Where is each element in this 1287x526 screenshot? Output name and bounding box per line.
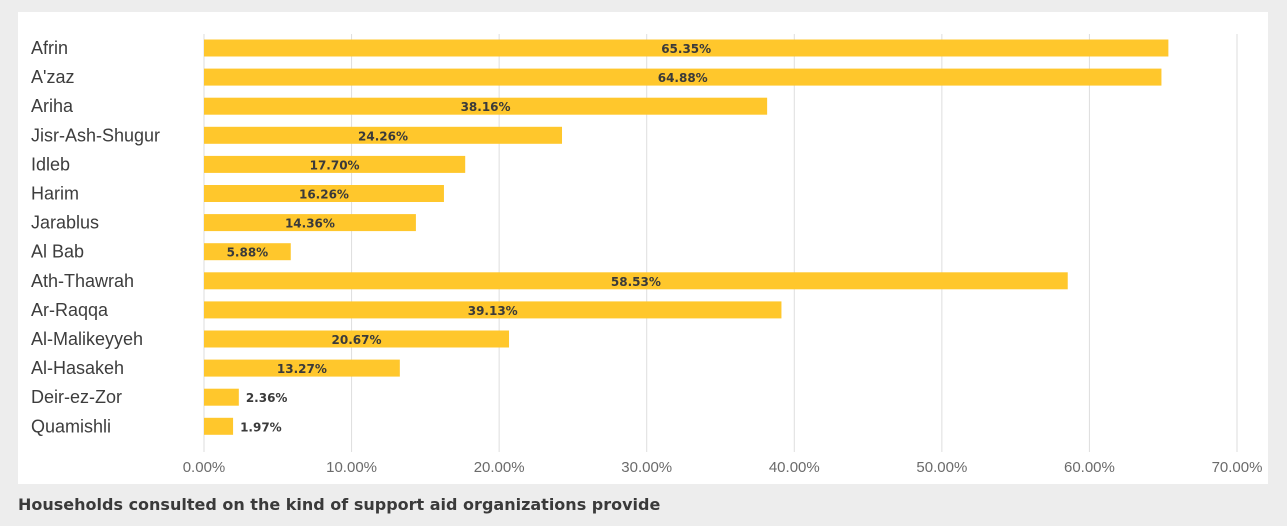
- bar: [204, 301, 782, 319]
- bar-value-label: 17.70%: [310, 158, 360, 172]
- category-label: Ath-Thawrah: [31, 271, 134, 291]
- category-label: A'zaz: [31, 67, 74, 87]
- bar-value-label: 2.36%: [246, 391, 288, 405]
- category-label: Ariha: [31, 96, 74, 116]
- x-tick-label: 50.00%: [916, 459, 967, 476]
- category-label: Deir-ez-Zor: [31, 387, 122, 407]
- category-label: Afrin: [31, 38, 68, 58]
- category-label: Idleb: [31, 154, 70, 174]
- bar: [204, 330, 510, 348]
- bar-value-label: 20.67%: [332, 333, 382, 347]
- category-label: Al Bab: [31, 242, 84, 262]
- bar: [204, 417, 234, 435]
- bar-value-label: 13.27%: [277, 362, 327, 376]
- bar-value-label: 24.26%: [358, 129, 408, 143]
- bar: [204, 39, 1169, 57]
- bar-value-label: 16.26%: [299, 188, 349, 202]
- gridlines: [203, 34, 1238, 452]
- category-label: Jisr-Ash-Shugur: [31, 125, 160, 145]
- x-tick-label: 30.00%: [621, 459, 672, 476]
- bar-value-label: 38.16%: [461, 100, 511, 114]
- bar: [204, 272, 1068, 290]
- x-tick-label: 40.00%: [769, 459, 820, 476]
- bar: [204, 126, 563, 144]
- bar: [204, 155, 466, 173]
- category-label: Al-Hasakeh: [31, 358, 124, 378]
- x-tick-label: 0.00%: [183, 459, 226, 476]
- bars: 65.35% 64.88% 38.16% 24.26% 17.70% 16.26% 14.3…: [204, 39, 1169, 435]
- bar-value-label: 39.13%: [468, 304, 518, 318]
- bar-value-label: 58.53%: [611, 275, 661, 289]
- bar-value-label: 14.36%: [285, 217, 335, 231]
- x-tick-label: 10.00%: [326, 459, 377, 476]
- x-axis-tick-labels: 0.00% 10.00% 20.00% 30.00% 40.00% 50.00% 60.00…: [183, 459, 1263, 476]
- category-label: Jarablus: [31, 213, 99, 233]
- x-tick-label: 70.00%: [1212, 459, 1263, 476]
- bar: [204, 185, 444, 202]
- bar: [204, 68, 1162, 86]
- bar-value-label: 1.97%: [240, 420, 282, 434]
- category-labels: Afrin A'zaz Ariha Jisr-Ash-Shugur Idleb Harim…: [31, 38, 160, 436]
- category-label: Harim: [31, 184, 79, 204]
- bar-value-label: 64.88%: [658, 71, 708, 85]
- x-tick-label: 60.00%: [1064, 459, 1115, 476]
- category-label: Al-Malikeyyeh: [31, 329, 143, 349]
- bar: [204, 243, 291, 261]
- category-label: Ar-Raqqa: [31, 300, 109, 320]
- bar: [204, 359, 400, 377]
- x-tick-label: 20.00%: [474, 459, 525, 476]
- bar: [204, 214, 416, 232]
- bar: [204, 97, 768, 115]
- bar-value-label: 5.88%: [227, 246, 269, 260]
- chart-caption: Households consulted on the kind of supp…: [18, 495, 661, 514]
- bar: [204, 388, 239, 406]
- bar-value-label: 65.35%: [661, 42, 711, 56]
- category-label: Quamishli: [31, 416, 111, 436]
